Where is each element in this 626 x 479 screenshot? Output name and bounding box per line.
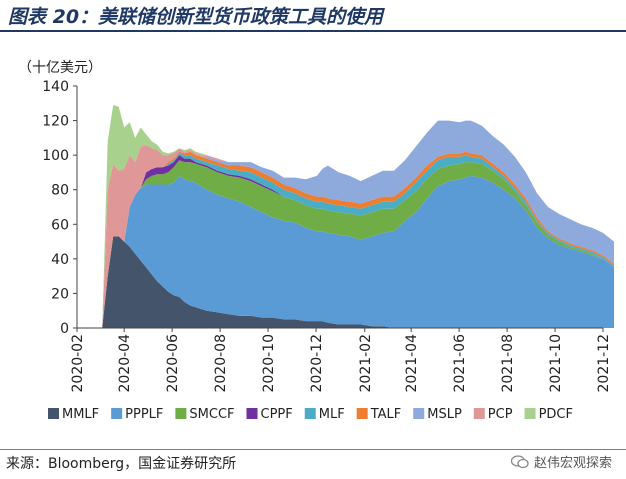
x-tick-label: 2020-10	[261, 334, 277, 393]
unit-label: （十亿美元）	[18, 60, 102, 76]
watermark: 赵伟宏观探索	[510, 452, 612, 471]
x-tick-label: 2020-04	[117, 334, 133, 393]
x-tick-label: 2020-06	[165, 334, 181, 393]
wechat-icon	[510, 454, 529, 468]
x-tick-label: 2020-08	[213, 334, 229, 393]
x-tick-label: 2021-08	[500, 334, 516, 393]
axes: 0 20 40 60 80 100 120 140 2020-02 2020-04 2020-06 2…	[42, 79, 612, 393]
area-layers	[102, 105, 614, 328]
y-tick-label: 20	[51, 286, 69, 302]
y-tick-label: 60	[51, 217, 69, 233]
legend-label-talf: TALF	[370, 407, 402, 422]
area-ppplf	[102, 175, 614, 328]
y-tick-label: 0	[60, 321, 69, 337]
legend-swatch-mlf	[304, 408, 316, 419]
legend-swatch-mslp	[413, 408, 425, 419]
area-smccf	[102, 160, 614, 328]
figure-title: 图表 20：美联储创新型货币政策工具的使用	[8, 6, 384, 28]
legend-swatch-cppf	[246, 408, 258, 419]
x-tick-label: 2021-10	[548, 334, 564, 393]
x-tick-label: 2021-04	[404, 334, 420, 393]
area-mmlf	[102, 236, 614, 328]
legend-label-mlf: MLF	[319, 407, 345, 422]
legend-swatch-talf	[356, 408, 368, 419]
legend-swatch-pdcf	[524, 408, 536, 419]
legend: MMLF PPPLF SMCCF CPPF MLF TALF MSLP PCP PDCF	[48, 407, 573, 422]
source-note: 来源：Bloomberg，国金证券研究所	[6, 456, 237, 472]
legend-label-pcp: PCP	[488, 407, 513, 422]
area-cppf	[102, 155, 614, 328]
legend-label-ppplf: PPPLF	[125, 407, 163, 422]
y-tick-label: 100	[42, 148, 69, 164]
x-tick-label: 2021-12	[596, 334, 612, 393]
legend-label-cppf: CPPF	[261, 407, 293, 422]
y-tick-label: 120	[42, 114, 69, 130]
legend-swatch-ppplf	[111, 408, 123, 419]
title-divider	[0, 30, 626, 32]
legend-label-mmlf: MMLF	[62, 407, 99, 422]
legend-swatch-pcp	[473, 408, 485, 419]
legend-label-pdcf: PDCF	[539, 407, 573, 422]
legend-swatch-smccf	[175, 408, 187, 419]
legend-swatch-mmlf	[48, 408, 59, 419]
y-tick-label: 80	[51, 183, 69, 199]
watermark-text: 赵伟宏观探索	[533, 456, 612, 471]
legend-label-smccf: SMCCF	[189, 407, 234, 422]
footer-divider	[0, 449, 626, 450]
x-tick-label: 2020-02	[70, 334, 86, 393]
legend-label-mslp: MSLP	[427, 407, 462, 422]
x-tick-label: 2021-06	[452, 334, 468, 393]
x-tick-label: 2021-02	[358, 334, 374, 393]
stacked-area-chart: （十亿美元） 0 20 40 60 80 100 120 140 2020-02 2020-04 2…	[18, 60, 614, 422]
y-tick-label: 40	[51, 252, 69, 268]
y-tick-label: 140	[42, 79, 69, 95]
x-tick-label: 2020-12	[309, 334, 325, 393]
